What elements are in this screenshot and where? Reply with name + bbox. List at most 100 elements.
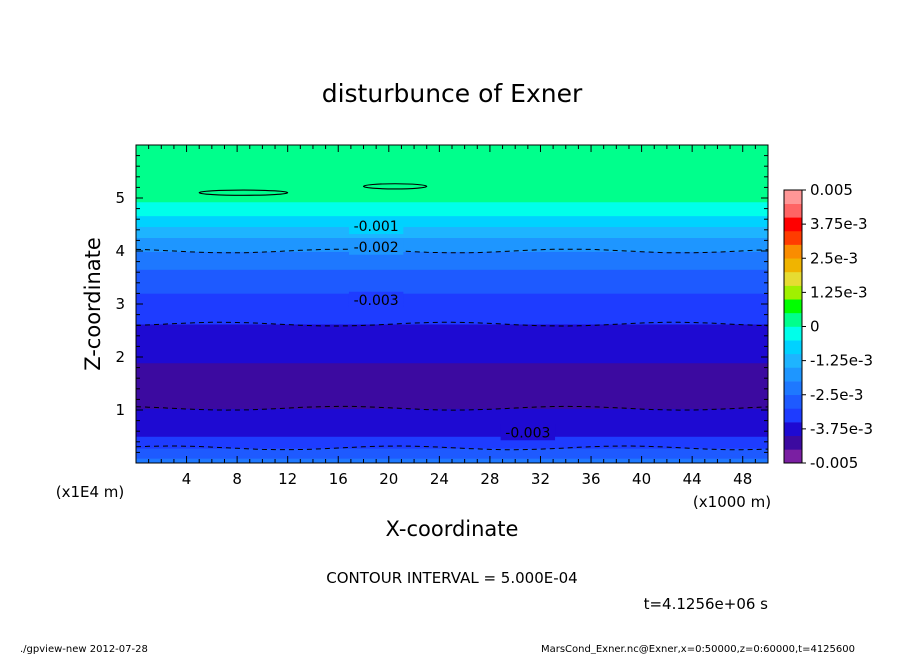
contour-band (136, 455, 768, 457)
contour-band (136, 229, 768, 232)
contour-band (136, 227, 768, 230)
y-axis-ticks: 1 2 3 4 5 (115, 155, 768, 453)
contour-band (136, 206, 768, 209)
contour-line (136, 321, 768, 327)
contour-band (136, 429, 768, 431)
contour-label: -0.003 (354, 293, 399, 309)
contour-band (136, 311, 768, 314)
contour-band (136, 289, 768, 291)
contour-band (136, 188, 768, 191)
contour-band (136, 283, 768, 285)
contour-band (136, 357, 768, 360)
contour-band (136, 313, 768, 316)
contour-band (136, 443, 768, 445)
contour-band (136, 437, 768, 439)
contour-band (136, 361, 768, 364)
x-axis-label: X-coordinate (386, 517, 519, 541)
contour-band (136, 423, 768, 425)
y-axis-label: Z-coordinate (81, 237, 105, 371)
contour-band (136, 320, 768, 323)
contour-band (136, 453, 768, 455)
contour-band (136, 332, 768, 335)
contour-band (136, 456, 768, 458)
contour-band (136, 176, 768, 179)
contour-band (136, 446, 768, 448)
contour-band (136, 211, 768, 214)
contour-band (136, 427, 768, 429)
contour-band (136, 421, 768, 423)
contour-band (136, 287, 768, 289)
y-tick-label: 5 (115, 189, 125, 207)
contour-band (136, 202, 768, 205)
colorbar-label: -3.75e-3 (810, 420, 873, 438)
x-axis-ticks: 4 8 12 16 20 24 28 32 36 40 44 48 (148, 145, 769, 488)
colorbar-segment (784, 271, 802, 286)
contour-band (136, 301, 768, 303)
contour-band (136, 412, 768, 414)
contour-band (136, 182, 768, 185)
contour-band (136, 260, 768, 262)
contour-band (136, 268, 768, 270)
contour-line (136, 248, 768, 254)
contour-band (136, 297, 768, 299)
y-tick-label: 4 (115, 242, 125, 260)
contour-band (136, 263, 768, 265)
contour-band (136, 235, 768, 238)
contour-band (136, 358, 768, 361)
contour-band (136, 179, 768, 182)
colorbar-segment (784, 449, 802, 464)
x-tick-label: 4 (182, 470, 192, 488)
contour-band (136, 180, 768, 183)
contour-band (136, 322, 768, 325)
contour-band (136, 325, 768, 328)
contour-band (136, 241, 768, 243)
contour-band (136, 197, 768, 200)
contour-band (136, 168, 768, 171)
contour-band (136, 209, 768, 212)
contour-band (136, 294, 768, 296)
contour-band (136, 367, 768, 370)
contour-band (136, 344, 768, 347)
contour-band (136, 194, 768, 197)
contour-band (136, 280, 768, 282)
contour-band (136, 298, 768, 300)
contour-band (136, 296, 768, 298)
contour-band (136, 432, 768, 434)
contour-band (136, 442, 768, 444)
contour-band (136, 230, 768, 233)
contour-band (136, 158, 768, 161)
contour-band (136, 391, 768, 394)
contour-band (136, 154, 768, 157)
contour-band (136, 356, 768, 359)
contour-band (136, 396, 768, 399)
contour-band (136, 422, 768, 424)
contour-band (136, 187, 768, 190)
colorbar-segment (784, 367, 802, 382)
contour-band (136, 278, 768, 280)
colorbar-segment (784, 326, 802, 341)
contour-band (136, 257, 768, 259)
contour-band (136, 240, 768, 242)
contour-band (136, 162, 768, 165)
contour-band (136, 355, 768, 358)
y-tick-label: 1 (115, 401, 125, 419)
contour-band (136, 264, 768, 266)
colorbar-segment (784, 244, 802, 259)
colorbar-label: 0.005 (810, 181, 853, 199)
contour-band (136, 265, 768, 267)
contour-band (136, 151, 768, 154)
contour-band (136, 259, 768, 261)
contour-band (136, 254, 768, 256)
contour-band (136, 282, 768, 284)
contour-band (136, 174, 768, 177)
contour-band (136, 419, 768, 421)
contour-band (136, 159, 768, 162)
contour-band (136, 370, 768, 373)
contour-band (136, 273, 768, 275)
contour-band (136, 173, 768, 176)
contour-line (136, 445, 768, 451)
contour-band (136, 457, 768, 459)
contour-band (136, 269, 768, 271)
contour-band (136, 408, 768, 410)
contour-band (136, 178, 768, 181)
